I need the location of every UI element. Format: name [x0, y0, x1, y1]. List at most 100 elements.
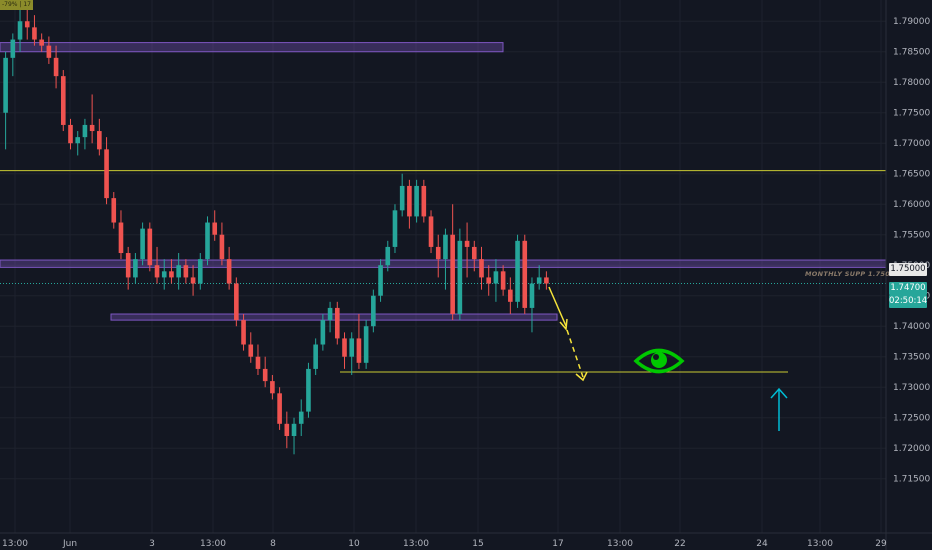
candle-body	[118, 222, 124, 254]
candle-body	[3, 57, 8, 113]
candle-body	[234, 283, 239, 321]
zone-box	[110, 313, 558, 321]
horizontal-levels	[0, 170, 886, 373]
candle-body	[161, 271, 167, 278]
candle-body	[46, 45, 52, 58]
zone-box	[0, 42, 504, 53]
x-tick-label: 29	[875, 539, 887, 549]
candle-body	[392, 210, 398, 247]
candle-body	[313, 344, 318, 369]
supply-demand-zones	[0, 42, 887, 321]
y-tick-label: 1.72500	[893, 414, 930, 424]
candle-body	[125, 253, 131, 278]
projection-arrowhead	[559, 318, 568, 331]
candle-body	[399, 185, 405, 211]
candle-body	[154, 265, 160, 278]
candle-body	[104, 149, 109, 199]
candle-body	[197, 259, 203, 284]
x-tick-label: 13:00	[2, 539, 28, 549]
candle-body	[450, 234, 455, 315]
y-tick-label: 1.76000	[893, 200, 930, 210]
candle-body	[421, 185, 427, 217]
candle-body	[306, 368, 311, 412]
candle-body	[60, 76, 66, 125]
candle-body	[363, 326, 369, 363]
x-tick-label: 13:00	[807, 539, 833, 549]
y-tick-label: 1.76500	[893, 170, 930, 180]
candle-body	[407, 185, 412, 217]
x-tick-label: 17	[552, 539, 563, 549]
y-tick-label: 1.71500	[893, 475, 930, 485]
candle-body	[10, 39, 16, 58]
candle-body	[327, 307, 333, 321]
candle-body	[219, 234, 225, 260]
candle-body	[493, 271, 499, 284]
y-tick-label: 1.73000	[893, 383, 930, 393]
x-tick-label: 22	[674, 539, 685, 549]
y-tick-label: 1.79000	[893, 17, 930, 27]
candle-body	[89, 124, 95, 132]
y-tick-label: 1.77000	[893, 139, 930, 149]
candle-body	[435, 246, 441, 260]
y-tick-label: 1.75500	[893, 231, 930, 241]
candle-body	[147, 228, 153, 266]
candle-body	[140, 228, 145, 260]
candle-body	[39, 39, 44, 46]
x-tick-label: 13:00	[200, 539, 226, 549]
grid-lines	[0, 0, 886, 533]
candle-body	[262, 368, 268, 382]
candle-body	[277, 393, 282, 424]
candle-body	[522, 240, 528, 308]
x-tick-label: 15	[472, 539, 483, 549]
current-price-tag: 1.74700	[889, 282, 927, 295]
projection-solid-line	[548, 286, 567, 327]
candle-body	[385, 246, 391, 266]
time-axis[interactable]: 13:00 Jun 3 13:00 8 10 13:00 15 17 13:00 22 24 13:00…	[0, 532, 932, 549]
zone-box	[0, 259, 887, 268]
candle-body	[82, 124, 88, 138]
countdown-tag: 02:50:14	[889, 295, 928, 308]
candle-body	[479, 259, 484, 278]
x-tick-label: Jun	[62, 539, 77, 549]
candle-body	[414, 185, 419, 217]
candle-body	[169, 271, 174, 278]
y-tick-label: 1.78500	[893, 48, 930, 58]
candle-body	[371, 295, 376, 327]
candle-body	[508, 289, 513, 302]
candle-body	[248, 344, 254, 357]
candle-body	[443, 234, 448, 260]
y-tick-label: 1.73500	[893, 353, 930, 363]
y-tick-label: 1.78000	[893, 78, 930, 88]
x-tick-label: 13:00	[607, 539, 633, 549]
candle-body	[464, 240, 470, 247]
highlight-price-tag: 1.75000	[889, 263, 927, 276]
candle-body	[298, 411, 304, 424]
candle-body	[183, 265, 189, 278]
candle-body	[176, 265, 181, 278]
candle-body	[536, 277, 542, 284]
candle-body	[320, 320, 326, 345]
candle-body	[212, 222, 218, 235]
candle-body	[133, 259, 138, 278]
projection-dashed-arrowhead	[575, 371, 588, 382]
candlesticks	[3, 6, 549, 455]
projection-dashed-line	[566, 329, 584, 378]
candle-body	[205, 222, 210, 260]
candle-body	[53, 57, 59, 77]
candle-body	[255, 356, 261, 369]
candle-body	[111, 198, 117, 223]
candle-body	[529, 283, 535, 308]
x-tick-label: 24	[756, 539, 768, 549]
candle-body	[32, 27, 37, 40]
y-tick-label: 1.77500	[893, 109, 930, 119]
candle-body	[544, 277, 549, 284]
candle-body	[500, 271, 506, 290]
x-tick-label: 13:00	[403, 539, 429, 549]
candle-body	[68, 124, 73, 144]
candle-body	[486, 277, 492, 284]
candle-body	[284, 423, 290, 437]
up-arrow-icon	[770, 387, 788, 431]
y-tick-label: 1.74000	[893, 322, 930, 332]
candle-body	[190, 277, 196, 284]
